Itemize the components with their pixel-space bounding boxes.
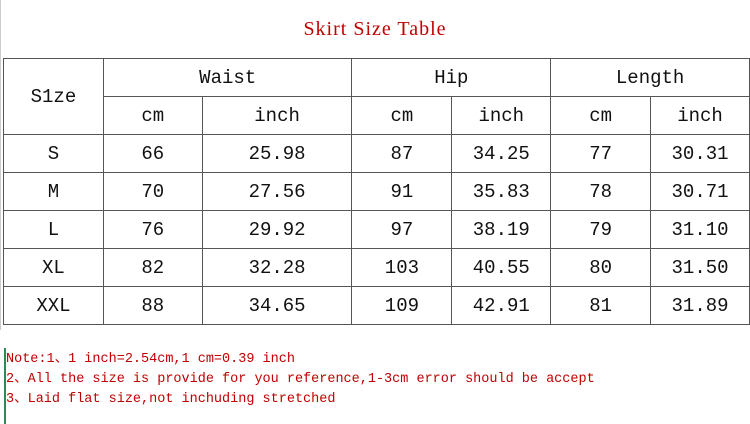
table-row: XL 82 32.28 103 40.55 80 31.50 [3,248,750,287]
size-cell: XXL [3,286,104,325]
value-cell: 40.55 [451,248,552,287]
value-cell: 42.91 [451,286,552,325]
waist-header: Waist [102,58,353,97]
size-cell: L [3,210,104,249]
value-cell: 31.10 [650,210,750,249]
size-cell: XL [3,248,104,287]
value-cell: 25.98 [201,134,353,173]
size-cell: S [3,134,104,173]
value-cell: 78 [550,172,652,211]
value-cell: 30.31 [650,134,750,173]
cell-cursor-line [4,348,6,424]
value-cell: 27.56 [201,172,353,211]
unit-cell: cm [550,96,652,135]
value-cell: 97 [351,210,453,249]
table-row: S 66 25.98 87 34.25 77 30.31 [3,134,750,173]
value-cell: 29.92 [201,210,353,249]
value-cell: 66 [102,134,203,173]
value-cell: 103 [351,248,453,287]
value-cell: 87 [351,134,453,173]
value-cell: 82 [102,248,203,287]
header-row: S1ze Waist Hip Length [3,58,750,135]
value-cell: 80 [550,248,652,287]
value-cell: 38.19 [451,210,552,249]
table-row: L 76 29.92 97 38.19 79 31.10 [3,210,750,249]
value-cell: 31.50 [650,248,750,287]
unit-cell: inch [451,96,552,135]
table-row: M 70 27.56 91 35.83 78 30.71 [3,172,750,211]
unit-cell: inch [650,96,750,135]
value-cell: 81 [550,286,652,325]
size-table: S1ze Waist Hip Length cm inch cm inch cm… [3,58,750,325]
page-title: Skirt Size Table [303,18,447,40]
note-1: Note:1、1 inch=2.54cm,1 cm=0.39 inch [6,352,295,367]
left-border [0,0,4,330]
value-cell: 109 [351,286,453,325]
size-cell: M [3,172,104,211]
note-2: 2、All the size is provide for you refere… [6,372,595,387]
notes: Note:1、1 inch=2.54cm,1 cm=0.39 inch 2、Al… [6,350,595,410]
value-cell: 31.89 [650,286,750,325]
unit-row: cm inch cm inch cm inch [4,96,750,135]
value-cell: 32.28 [201,248,353,287]
unit-cell: cm [351,96,453,135]
value-cell: 30.71 [650,172,750,211]
size-header: S1ze [3,58,104,135]
unit-cell: cm [102,96,203,135]
value-cell: 34.25 [451,134,552,173]
value-cell: 91 [351,172,453,211]
value-cell: 34.65 [201,286,353,325]
table-row: XXL 88 34.65 109 42.91 81 31.89 [3,286,750,325]
hip-header: Hip [351,58,552,97]
unit-cell: inch [201,96,353,135]
value-cell: 79 [550,210,652,249]
value-cell: 76 [102,210,203,249]
value-cell: 88 [102,286,203,325]
value-cell: 35.83 [451,172,552,211]
length-header: Length [550,58,750,97]
note-3: 3、Laid flat size,not inchuding stretched [6,392,336,407]
value-cell: 70 [102,172,203,211]
value-cell: 77 [550,134,652,173]
